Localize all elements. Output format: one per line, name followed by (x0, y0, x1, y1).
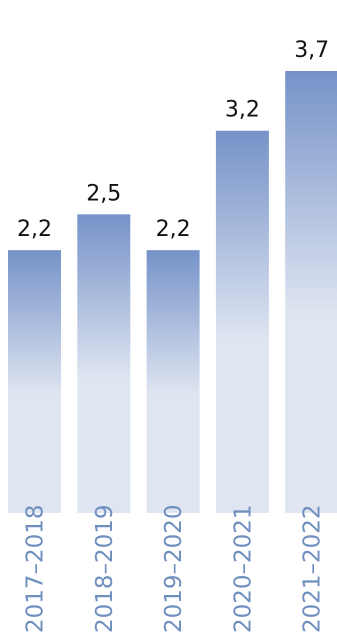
bar-1 (8, 250, 61, 513)
category-label-2: 2018–2019 (92, 504, 118, 633)
category-labels-group: 2017–2018 2018–2019 2019–2020 2020–2021 2021… (23, 504, 326, 633)
category-label-1: 2017–2018 (23, 504, 49, 633)
bar-5 (285, 71, 337, 513)
bar-4 (215, 130, 269, 513)
value-label-3: 2,2 (156, 217, 191, 242)
category-label-3: 2019–2020 (161, 504, 187, 633)
bar-2 (77, 214, 131, 513)
value-label-2: 2,5 (86, 181, 121, 206)
value-label-4: 3,2 (225, 98, 260, 123)
category-label-4: 2020–2021 (230, 504, 256, 633)
value-label-5: 3,7 (294, 38, 329, 63)
bar-3 (146, 250, 200, 513)
bars-group (8, 71, 337, 513)
value-label-1: 2,2 (17, 217, 52, 242)
value-labels-group: 2,2 2,5 2,2 3,2 3,7 (17, 38, 329, 242)
category-label-5: 2021–2022 (300, 504, 326, 633)
